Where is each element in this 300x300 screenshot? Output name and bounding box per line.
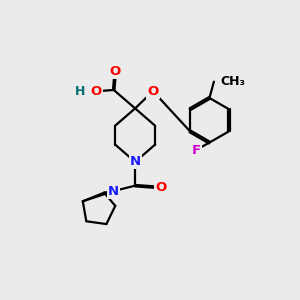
Text: CH₃: CH₃ [220,75,245,88]
Text: N: N [130,155,141,168]
Text: O: O [155,181,166,194]
Text: F: F [191,143,201,157]
Text: O: O [110,65,121,78]
Text: O: O [90,85,101,98]
Text: N: N [108,184,119,197]
Text: H: H [75,85,85,98]
Text: O: O [147,85,159,98]
